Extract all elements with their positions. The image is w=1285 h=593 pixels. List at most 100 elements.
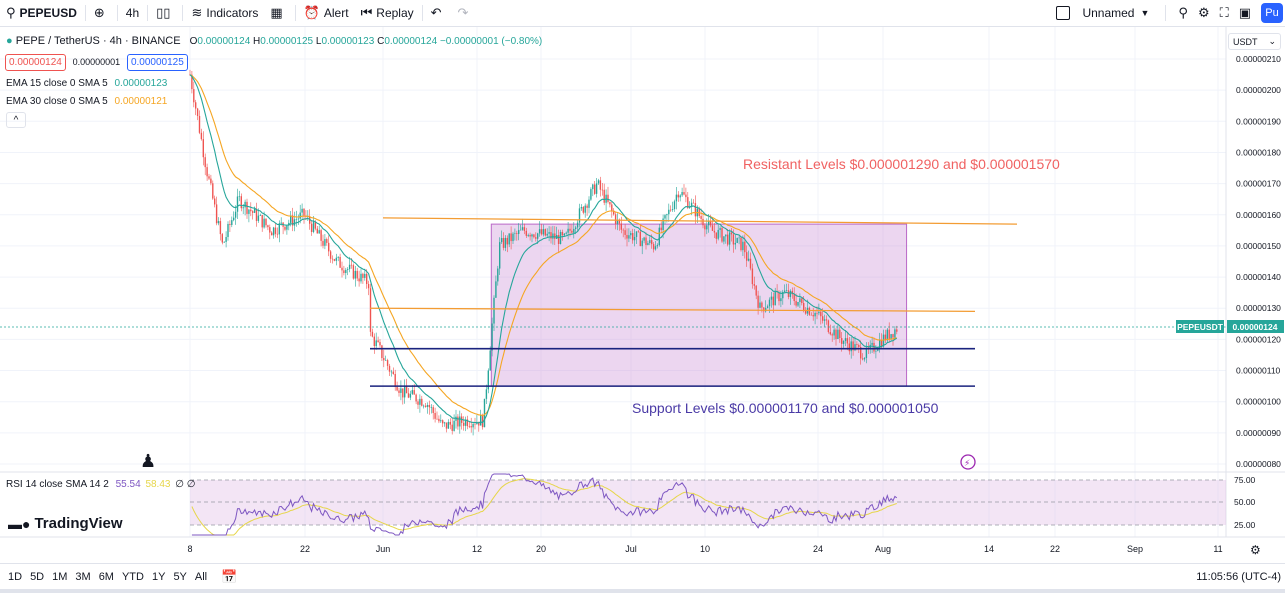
publish-button[interactable]: Pu [1261, 3, 1283, 23]
bottom-toolbar: 1D 5D 1M 3M 6M YTD 1Y 5Y All 📅 11:05:56 … [0, 563, 1285, 590]
gear-icon[interactable]: ⚙ [1197, 5, 1210, 20]
candle-body [419, 398, 421, 405]
range-5y[interactable]: 5Y [173, 571, 187, 583]
range-1y[interactable]: 1Y [151, 571, 166, 583]
time-tick-label: 8 [187, 544, 192, 554]
time-tick-label: 14 [984, 544, 994, 554]
interval-button[interactable]: 4h [125, 6, 140, 20]
candle-body [576, 222, 579, 228]
candle-body [690, 202, 693, 208]
candle-body [366, 273, 368, 284]
time-axis[interactable]: 8 22 Jun 12 20 Jul 10 24 Aug 14 22 Sep 11 [187, 544, 1222, 554]
candle-body [373, 336, 375, 347]
resistance-level-line[interactable] [369, 307, 976, 312]
range-3m[interactable]: 3M [75, 571, 91, 583]
indicators-button[interactable]: ≋ Indicators [185, 0, 264, 26]
range-all[interactable]: All [194, 571, 208, 583]
candle-body [278, 223, 280, 235]
buy-button[interactable]: 0.00000125 [126, 54, 188, 71]
rsi-tick-label: 75.00 [1234, 475, 1256, 485]
lightning-event-icon[interactable] [960, 454, 976, 470]
candle-body [689, 207, 691, 208]
footer-strip [0, 589, 1285, 593]
layout-name[interactable]: Unnamed [1082, 6, 1135, 20]
layout-checkbox[interactable] [1056, 6, 1071, 20]
candle-body [721, 228, 723, 242]
candle-body [316, 228, 318, 234]
candle-body [677, 194, 679, 198]
candle-body [692, 202, 695, 204]
candle-body [635, 231, 638, 238]
candle-body [468, 426, 470, 427]
tradingview-logo[interactable]: ▬● TradingView [8, 515, 123, 532]
price-tick-label: 0.00000130 [1236, 303, 1281, 313]
undo-button[interactable]: ↶ [425, 0, 452, 26]
candle-body [694, 203, 697, 217]
range-5d[interactable]: 5D [30, 571, 45, 583]
price-tick-label: 0.00000170 [1236, 179, 1281, 189]
candle-body [453, 420, 455, 431]
support-annotation[interactable]: Support Levels $0.000001170 and $0.00000… [632, 400, 939, 416]
candle-body [831, 334, 833, 336]
resistance-annotation[interactable]: Resistant Levels $0.000001290 and $0.000… [743, 156, 1060, 172]
candle-body [825, 319, 828, 321]
candle-body [293, 219, 296, 226]
candle-body [875, 350, 877, 352]
candle-body [668, 209, 670, 215]
rsi-legend[interactable]: RSI 14 close SMA 14 2 55.54 58.43 ∅ ∅ [6, 479, 196, 490]
candle-body [193, 89, 195, 103]
range-box[interactable] [490, 223, 908, 387]
candle-body [265, 218, 267, 226]
currency-select[interactable]: USDT ⌄ [1228, 33, 1281, 50]
candle-body [523, 227, 526, 231]
replay-button[interactable]: ⏮ Replay [355, 0, 420, 26]
rsi-line [191, 473, 898, 536]
range-6m[interactable]: 6M [98, 571, 114, 583]
camera-icon[interactable]: ▣ [1238, 5, 1251, 20]
templates-button[interactable]: ▦ [264, 0, 292, 26]
level-lines[interactable] [369, 217, 1018, 387]
symbol-search-button[interactable]: ⚲ PEPEUSD [0, 0, 83, 26]
chevron-down-icon[interactable]: ▼ [1140, 8, 1150, 18]
chart-type-button[interactable]: ▯▯ [150, 0, 180, 26]
range-ytd[interactable]: YTD [121, 571, 144, 583]
redo-button[interactable]: ↷ [452, 0, 479, 26]
quick-search-icon[interactable]: ⚲ [1178, 5, 1188, 20]
clock-time[interactable]: 11:05:56 (UTC-4) [1196, 571, 1281, 583]
candle-body [757, 295, 759, 308]
time-tick-label: Jun [376, 544, 391, 554]
candle-body [594, 184, 596, 194]
price-axis[interactable]: 0.00000210 0.00000200 0.00000190 0.00000180… [1236, 54, 1281, 469]
candle-body [521, 227, 524, 230]
candle-body [778, 292, 780, 302]
candle-body [715, 232, 717, 239]
resistance-level-line[interactable] [382, 217, 1018, 225]
calendar-icon[interactable]: 📅 [221, 569, 238, 584]
range-1d[interactable]: 1D [8, 571, 23, 583]
sell-button[interactable]: 0.00000124 [5, 54, 66, 71]
price-tick-label: 0.00000180 [1236, 147, 1281, 157]
axis-settings-icon[interactable]: ⚙ [1250, 543, 1261, 557]
ema15-legend[interactable]: EMA 15 close 0 SMA 5 0.00000123 [6, 78, 168, 89]
ema30-legend[interactable]: EMA 30 close 0 SMA 5 0.00000121 [6, 96, 168, 107]
price-chart[interactable]: Resistant Levels $0.000001290 and $0.000… [0, 27, 1285, 563]
candle-body [624, 230, 626, 235]
compare-button[interactable]: ⊕ [88, 0, 115, 26]
collapse-legend-button[interactable]: ^ [6, 112, 26, 128]
candle-body [687, 197, 689, 208]
candle-body [447, 421, 450, 429]
candle-body [358, 278, 360, 282]
candle-body [812, 314, 814, 317]
alarm-icon: ⏰ [303, 5, 320, 20]
candle-body [301, 208, 303, 213]
candle-body [597, 180, 600, 184]
candle-body [732, 234, 735, 245]
candle-body [405, 386, 408, 394]
candle-body [375, 340, 377, 347]
range-1m[interactable]: 1M [52, 571, 68, 583]
candle-body [569, 228, 571, 231]
candle-body [371, 331, 374, 337]
fullscreen-icon[interactable]: ⛶ [1219, 5, 1229, 20]
price-tag: PEPEUSDT 0.00000124 [1176, 320, 1284, 333]
alert-button[interactable]: ⏰ Alert [298, 0, 355, 26]
